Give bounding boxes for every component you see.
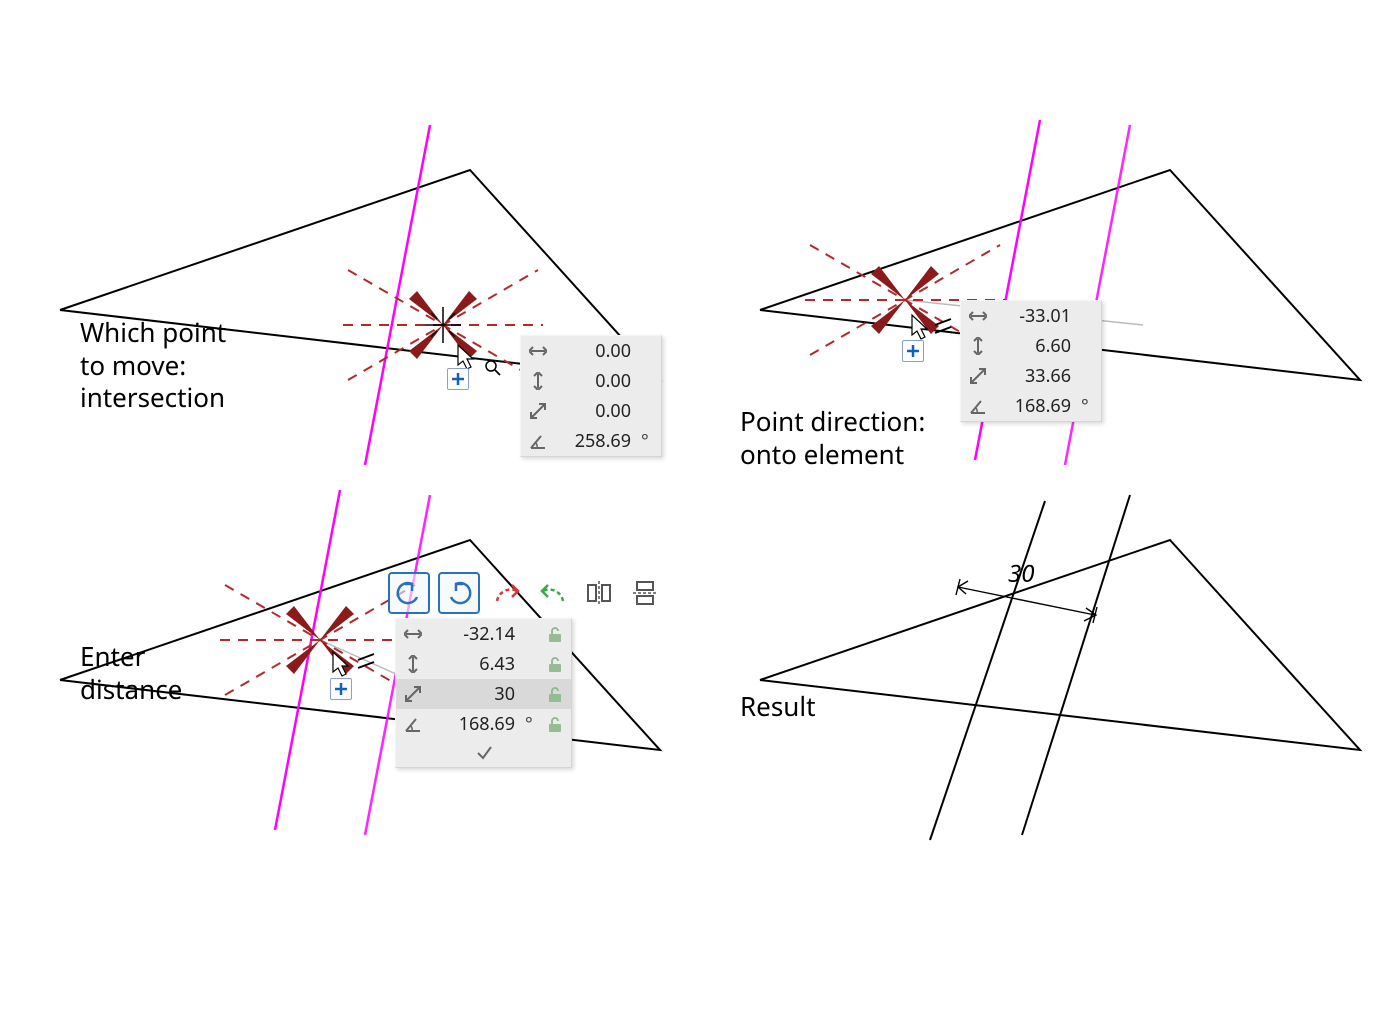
panel1-dist: 0.00 <box>557 399 633 423</box>
panel3-dist[interactable]: 30 <box>432 682 517 706</box>
label-q2-line2: onto element <box>740 436 904 472</box>
dim-label: 30 <box>1008 557 1034 590</box>
panel2-dist: 33.66 <box>997 364 1073 388</box>
rotate-cw-button[interactable] <box>438 572 480 614</box>
arrow-horizontal-icon <box>402 625 424 643</box>
arrow-vertical-icon <box>967 337 989 355</box>
plus-icon <box>330 678 352 700</box>
panel1-dx: 0.00 <box>557 339 633 363</box>
label-q3-line1: Enter <box>80 638 145 674</box>
rotate-ccw-button[interactable] <box>388 572 430 614</box>
angle-icon <box>527 432 549 450</box>
label-q3-line2: distance <box>80 671 182 707</box>
panel3-angle[interactable]: 168.69 <box>432 712 517 736</box>
label-q3: Enter distance <box>80 640 182 705</box>
coord-panel-3: -32.14 6.43 30 168.69° <box>395 618 572 768</box>
panel2-dy: 6.60 <box>997 334 1073 358</box>
arrow-vertical-icon <box>527 372 549 390</box>
arrow-vertical-icon <box>402 655 424 673</box>
mirror-h-button[interactable] <box>580 574 618 612</box>
label-q1-line1: Which point <box>80 314 226 350</box>
arrow-horizontal-icon <box>527 342 549 360</box>
angle-icon <box>967 397 989 415</box>
diagram-q3 <box>0 470 700 990</box>
label-q1-line3: intersection <box>80 379 225 415</box>
lock-open-icon[interactable] <box>545 655 563 673</box>
label-q4: Result <box>740 690 815 723</box>
arrow-diagonal-icon <box>402 685 424 703</box>
lock-open-icon[interactable] <box>545 625 563 643</box>
arrow-diagonal-icon <box>967 367 989 385</box>
diagram-q4: 30 <box>700 470 1400 990</box>
lock-open-icon[interactable] <box>545 715 563 733</box>
curve-cw-button[interactable] <box>534 574 572 612</box>
curve-ccw-button[interactable] <box>488 574 526 612</box>
panel2-angle: 168.69 <box>997 394 1073 418</box>
panel2-dx: -33.01 <box>997 304 1073 328</box>
label-q4-text: Result <box>740 688 815 724</box>
arrow-horizontal-icon <box>967 307 989 325</box>
panel3-dy[interactable]: 6.43 <box>432 652 517 676</box>
plus-icon <box>447 368 469 390</box>
panel1-dy: 0.00 <box>557 369 633 393</box>
label-q1-line2: to move: <box>80 347 186 383</box>
angle-icon <box>402 715 424 733</box>
lock-open-icon[interactable] <box>545 685 563 703</box>
transform-toolbar <box>388 572 664 614</box>
label-q2: Point direction: onto element <box>740 405 925 470</box>
panel3-dx[interactable]: -32.14 <box>432 622 517 646</box>
mirror-v-button[interactable] <box>626 574 664 612</box>
label-q2-line1: Point direction: <box>740 403 925 439</box>
panel1-angle: 258.69 <box>557 429 633 453</box>
plus-icon <box>902 340 924 362</box>
confirm-button[interactable] <box>396 739 571 767</box>
coord-panel-2: -33.01 6.60 33.66 168.69° <box>960 300 1102 422</box>
label-q1: Which point to move: intersection <box>80 316 226 414</box>
coord-panel-1: 0.00 0.00 0.00 258.69° <box>520 335 662 457</box>
arrow-diagonal-icon <box>527 402 549 420</box>
